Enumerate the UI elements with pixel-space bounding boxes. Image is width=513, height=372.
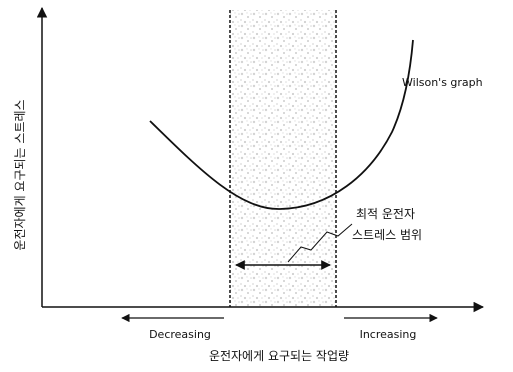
optimal-stress-band [230, 10, 336, 307]
optimal-label-line2: 스트레스 범위 [352, 228, 422, 242]
y-axis-label: 운전자에게 요구되는 스트레스 [13, 99, 27, 250]
x-axis-label: 운전자에게 요구되는 작업량 [209, 349, 349, 363]
label-leader-line [287, 223, 353, 263]
curve-label: Wilson's graph [402, 76, 483, 89]
wilson-curve [149, 39, 414, 210]
optimal-label-line1: 최적 운전자 [356, 207, 415, 221]
decreasing-label: Decreasing [149, 328, 211, 341]
increasing-label: Increasing [360, 328, 417, 341]
